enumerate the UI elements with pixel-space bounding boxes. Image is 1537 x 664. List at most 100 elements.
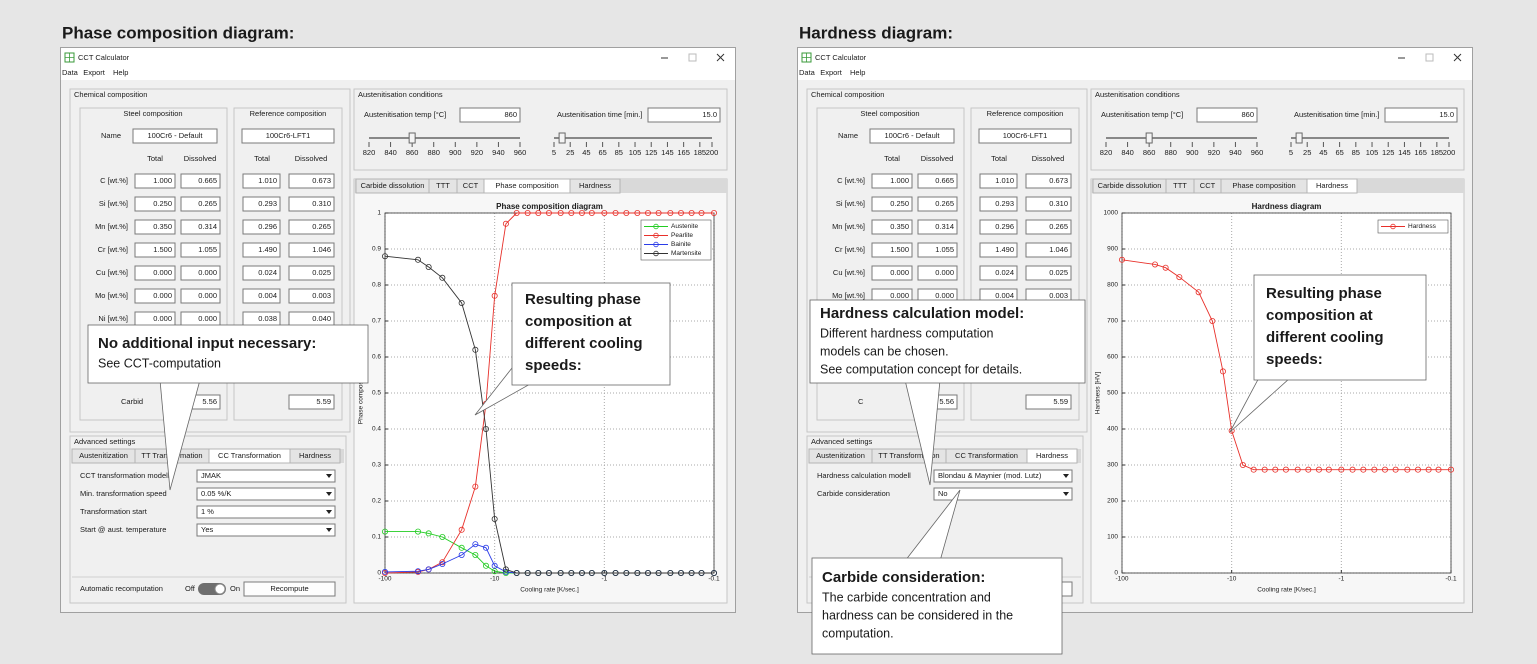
input-field[interactable] [917, 265, 958, 281]
y-tick-label: 700 [1107, 318, 1118, 325]
data-point [1425, 466, 1432, 473]
input-field[interactable] [134, 196, 176, 212]
tab[interactable] [569, 178, 621, 194]
input-field[interactable] [288, 219, 335, 235]
dropdown[interactable] [196, 523, 336, 537]
input-field[interactable] [241, 128, 335, 144]
input-field[interactable] [1025, 242, 1072, 258]
button[interactable] [243, 581, 336, 597]
dropdown[interactable] [196, 505, 336, 519]
input-field[interactable] [242, 173, 281, 189]
input-field[interactable] [1025, 196, 1072, 212]
input-field[interactable] [871, 196, 913, 212]
y-tick-label: 0.5 [372, 390, 381, 397]
input-field[interactable] [180, 173, 221, 189]
input-field[interactable] [132, 128, 218, 144]
panel [69, 435, 347, 604]
series-line [384, 255, 714, 574]
input-field[interactable] [288, 242, 335, 258]
dropdown[interactable] [933, 487, 1073, 501]
input-field[interactable] [1025, 265, 1072, 281]
close-button[interactable] [716, 53, 725, 62]
maximize-button[interactable] [1425, 53, 1434, 62]
input-field[interactable] [871, 173, 913, 189]
data-point [1392, 466, 1399, 473]
input-field[interactable] [979, 173, 1018, 189]
input-field[interactable] [979, 242, 1018, 258]
element-label: C [wt.%] [100, 176, 128, 185]
input-field[interactable] [134, 219, 176, 235]
input-field[interactable] [288, 196, 335, 212]
input-field[interactable] [180, 265, 221, 281]
input-field[interactable] [917, 219, 958, 235]
maximize-button[interactable] [688, 53, 697, 62]
input-field[interactable] [288, 288, 335, 304]
input-field[interactable] [134, 265, 176, 281]
input-field[interactable] [869, 128, 955, 144]
input-field[interactable] [871, 242, 913, 258]
dropdown[interactable] [933, 469, 1073, 483]
input-field[interactable] [242, 219, 281, 235]
input-field[interactable] [978, 128, 1072, 144]
input-field[interactable] [242, 265, 281, 281]
menu-item[interactable]: Help [113, 68, 128, 77]
input-field[interactable] [979, 265, 1018, 281]
input-field[interactable] [917, 196, 958, 212]
input-field[interactable] [979, 219, 1018, 235]
input-field[interactable] [180, 219, 221, 235]
input-field[interactable] [242, 196, 281, 212]
data-point [1305, 466, 1312, 473]
data-point [623, 570, 630, 577]
input-field[interactable] [180, 288, 221, 304]
slider-thumb[interactable] [408, 132, 416, 144]
input-field[interactable] [242, 288, 281, 304]
field-value: 1.500 [153, 245, 172, 254]
menu-item[interactable]: Data [62, 68, 79, 77]
input-field[interactable] [134, 173, 176, 189]
input-field[interactable] [871, 265, 913, 281]
input-field[interactable] [288, 265, 335, 281]
data-point [491, 292, 498, 299]
y-tick-label: 500 [1107, 390, 1118, 397]
field-value: 100Cr6-LFT1 [1003, 131, 1048, 140]
tab[interactable] [1306, 178, 1358, 194]
input-field[interactable] [871, 219, 913, 235]
input-field[interactable] [1025, 219, 1072, 235]
input-field[interactable] [180, 196, 221, 212]
close-button[interactable] [1453, 53, 1462, 62]
menu-item[interactable]: Data [799, 68, 816, 77]
slider-thumb[interactable] [1295, 132, 1303, 144]
input-field[interactable] [917, 242, 958, 258]
input-field[interactable] [1025, 173, 1072, 189]
window-title: CCT Calculator [78, 53, 130, 62]
input-field[interactable] [1196, 107, 1258, 123]
slider-tick-label: 165 [1414, 148, 1427, 157]
slider-tick-label: 45 [582, 148, 590, 157]
input-field[interactable] [1384, 107, 1458, 123]
dropdown[interactable] [196, 487, 336, 501]
input-field[interactable] [979, 196, 1018, 212]
input-field[interactable] [242, 242, 281, 258]
input-field[interactable] [134, 242, 176, 258]
menu-item[interactable]: Export [820, 68, 843, 77]
dropdown[interactable] [196, 469, 336, 483]
input-field[interactable] [459, 107, 521, 123]
input-field[interactable] [134, 288, 176, 304]
menu-item[interactable]: Help [850, 68, 865, 77]
data-point [381, 568, 388, 575]
field-value: 0.000 [935, 268, 954, 277]
input-field[interactable] [917, 173, 958, 189]
input-field[interactable] [288, 173, 335, 189]
field-value: 0.673 [312, 176, 331, 185]
input-field[interactable] [1025, 394, 1072, 410]
input-field[interactable] [288, 394, 335, 410]
tab[interactable] [289, 448, 341, 464]
setting-label: Min. transformation speed [80, 489, 167, 498]
input-field[interactable] [647, 107, 721, 123]
y-tick-label: 1000 [1104, 210, 1119, 217]
menu-item[interactable]: Export [83, 68, 106, 77]
input-field[interactable] [180, 242, 221, 258]
slider-thumb[interactable] [558, 132, 566, 144]
tab[interactable] [1026, 448, 1078, 464]
slider-thumb[interactable] [1145, 132, 1153, 144]
